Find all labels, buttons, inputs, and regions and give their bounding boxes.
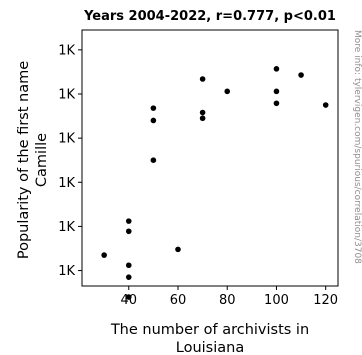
y-tick-label: 1K [58,220,75,235]
data-point [125,218,132,224]
data-point [273,88,280,95]
data-point [199,115,206,122]
data-point [199,109,206,116]
data-points [101,66,329,300]
data-point [150,105,157,111]
data-point [101,252,107,258]
data-point [298,72,304,78]
y-tick-label: 1K [58,88,75,103]
data-point [224,88,231,95]
data-point [199,76,206,82]
data-point [150,157,157,164]
data-point [175,246,181,253]
y-axis-label-line-1: Popularity of the first name [16,61,32,259]
x-tick-label: 120 [313,293,338,308]
x-axis-label-line-1: The number of archivists in [110,322,309,338]
y-tick-label: 1K [58,43,75,58]
y-tick-label: 1K [58,264,75,279]
data-point [125,294,132,300]
x-axis-label: The number of archivists in Louisiana [110,322,309,355]
x-tick-label: 40 [120,293,137,308]
y-axis-ticks: 1K 1K 1K 1K 1K 1K [58,43,82,279]
plot-frame [81,29,339,287]
x-tick-label: 80 [219,293,236,308]
x-axis-label-line-2: Louisiana [176,340,244,355]
data-point [125,228,132,235]
data-point [273,66,280,72]
x-tick-label: 100 [264,293,289,308]
y-tick-label: 1K [58,132,75,147]
chart-title: Years 2004-2022, r=0.777, p<0.01 [83,9,336,24]
watermark: More info: tylervigen.com/spurious/corre… [352,30,362,264]
x-axis-ticks: 40 60 80 100 120 [120,286,338,308]
data-point [273,100,280,107]
data-point [150,117,157,124]
y-tick-label: 1K [58,176,75,191]
y-axis-label-line-2: Camille [34,133,50,187]
data-point [322,102,329,108]
y-axis-label: Popularity of the first name Camille [16,61,50,259]
data-point [125,274,132,280]
data-point [125,262,132,269]
x-tick-label: 60 [170,293,187,308]
